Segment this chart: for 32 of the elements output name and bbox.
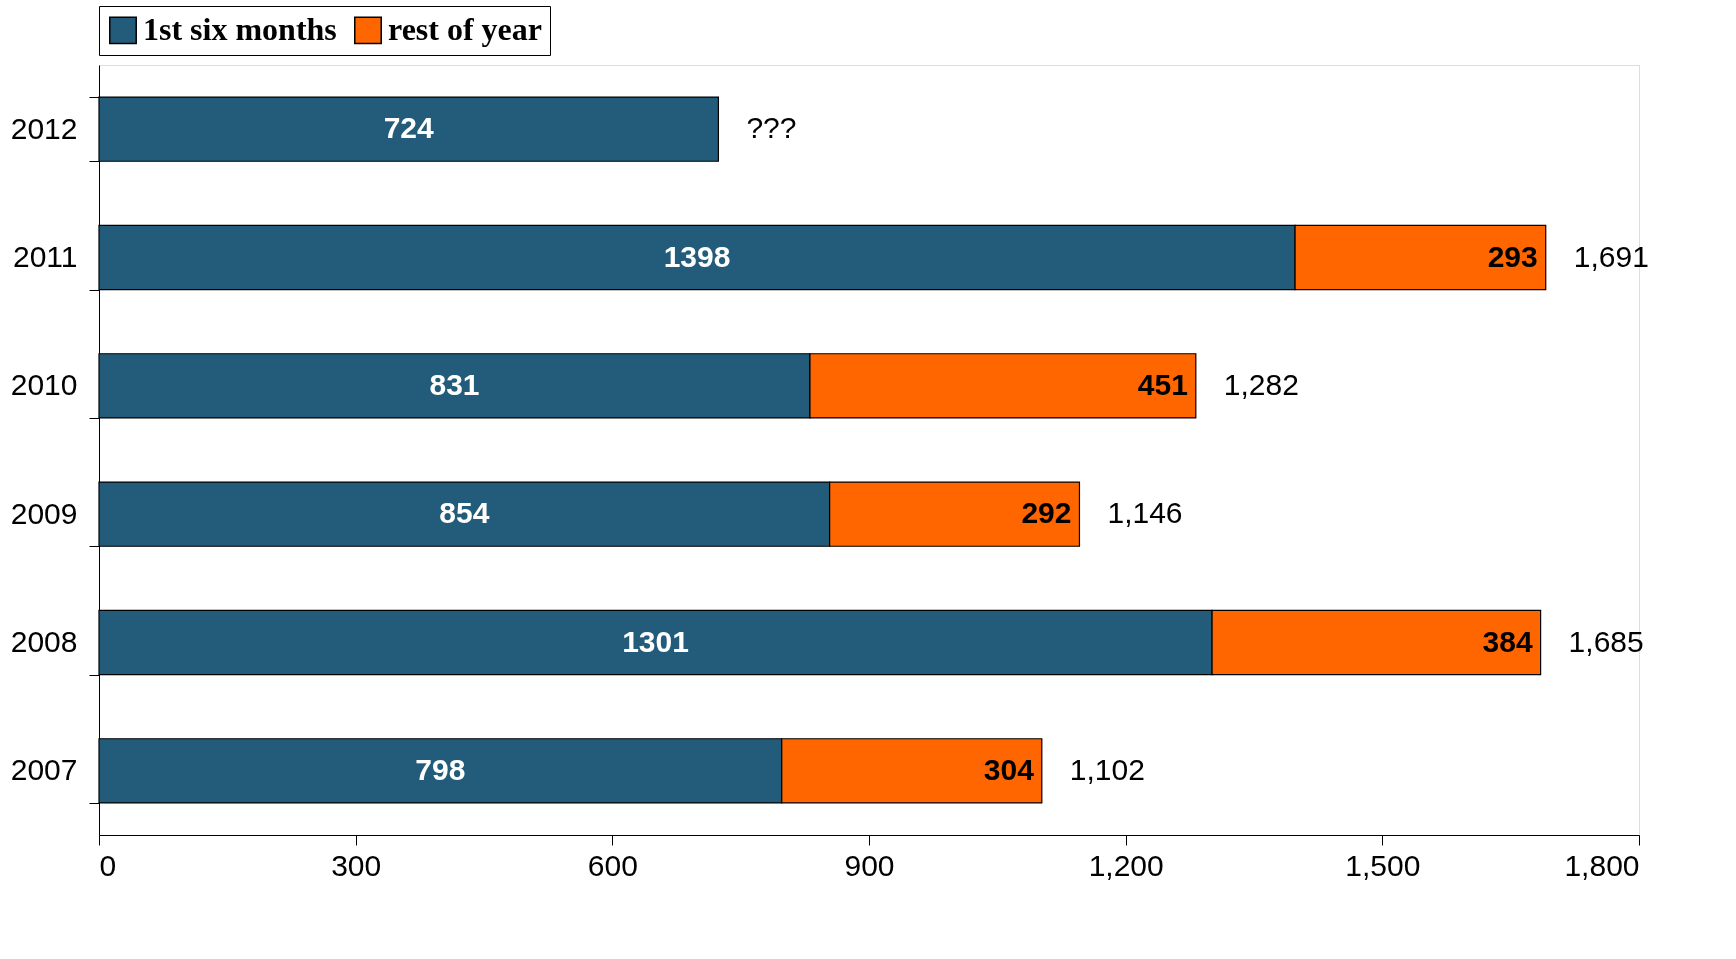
y-tick-label: 2009 (10, 496, 78, 530)
x-tick-label: 1,500 (1345, 848, 1421, 882)
data-label: 1301 (622, 624, 689, 658)
y-tick-label: 2007 (10, 753, 78, 787)
data-label: 798 (415, 752, 466, 786)
data-label: 304 (983, 752, 1035, 786)
legend-label: rest of year (388, 11, 542, 48)
x-tick-label: 1,200 (1088, 848, 1164, 882)
y-tick-label: 2010 (10, 368, 78, 402)
data-label: 831 (429, 367, 480, 401)
y-tick-label: 2011 (12, 240, 78, 273)
x-tick-label: 1,800 (1564, 848, 1640, 882)
total-label: 1,685 (1568, 624, 1644, 658)
x-tick-label: 300 (331, 848, 382, 882)
total-label: 1,282 (1223, 367, 1299, 401)
data-label: 451 (1137, 367, 1188, 401)
total-label: 1,102 (1069, 752, 1145, 786)
y-tick-label: 2008 (10, 625, 78, 658)
x-tick-label: 600 (587, 848, 638, 882)
data-label: 854 (439, 496, 490, 530)
x-tick-label: 900 (844, 848, 895, 882)
legend-label: 1st six months (143, 11, 337, 48)
total-label: 1,691 (1573, 239, 1649, 273)
total-label: ??? (746, 111, 797, 145)
data-label: 1398 (663, 239, 731, 273)
data-label: 292 (1021, 496, 1072, 530)
total-label: 1,146 (1107, 496, 1183, 530)
data-label: 293 (1487, 239, 1538, 273)
data-label: 724 (383, 111, 435, 145)
y-tick-label: 2012 (10, 111, 78, 145)
x-tick-label: 0 (99, 848, 117, 882)
data-label: 384 (1482, 624, 1533, 658)
